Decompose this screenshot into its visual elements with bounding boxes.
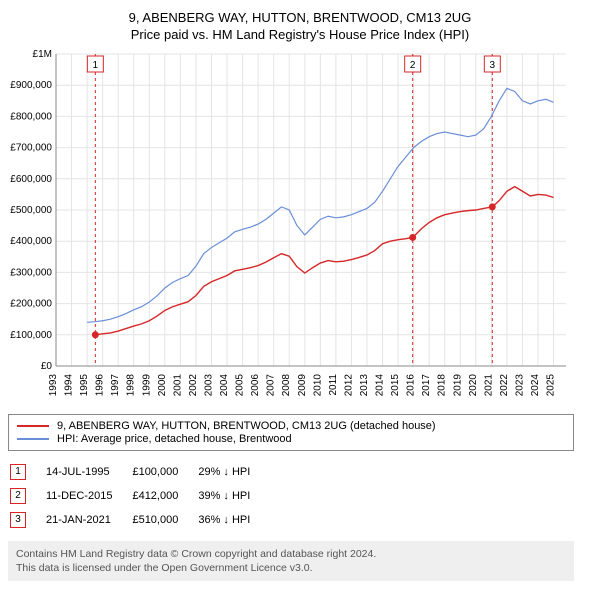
- svg-text:£100,000: £100,000: [10, 330, 52, 341]
- svg-text:£200,000: £200,000: [10, 299, 52, 310]
- svg-text:2015: 2015: [390, 374, 401, 397]
- legend-label-1: 9, ABENBERG WAY, HUTTON, BRENTWOOD, CM13…: [57, 420, 436, 432]
- svg-text:£700,000: £700,000: [10, 143, 52, 154]
- marker-date: 14-JUL-1995: [46, 461, 130, 483]
- svg-text:2012: 2012: [343, 374, 354, 397]
- marker-badge: 3: [10, 512, 26, 528]
- svg-text:2023: 2023: [514, 374, 525, 397]
- legend-label-2: HPI: Average price, detached house, Bren…: [57, 433, 292, 445]
- svg-text:1996: 1996: [95, 374, 106, 397]
- footnote-line-1: Contains HM Land Registry data © Crown c…: [16, 548, 376, 560]
- svg-text:2008: 2008: [281, 374, 292, 397]
- svg-text:2007: 2007: [266, 374, 277, 397]
- price-chart: £0 £100,000 £200,000 £300,000 £400,000 £500,0…: [8, 48, 574, 408]
- svg-text:2002: 2002: [188, 374, 199, 397]
- svg-text:£300,000: £300,000: [10, 267, 52, 278]
- marker-date: 11-DEC-2015: [46, 485, 130, 507]
- svg-text:£0: £0: [41, 361, 53, 372]
- svg-text:1: 1: [93, 60, 99, 71]
- marker-delta: 29% ↓ HPI: [198, 461, 268, 483]
- title-line-2: Price paid vs. HM Land Registry's House …: [8, 27, 592, 42]
- svg-text:2020: 2020: [468, 374, 479, 397]
- svg-text:2006: 2006: [250, 374, 261, 397]
- marker-table: 1 14-JUL-1995£100,00029% ↓ HPI 2 11-DEC-201…: [8, 459, 270, 533]
- footnote-line-2: This data is licensed under the Open Gov…: [16, 562, 313, 574]
- svg-text:2003: 2003: [203, 374, 214, 397]
- svg-text:£1M: £1M: [33, 49, 52, 60]
- chart-titles: 9, ABENBERG WAY, HUTTON, BRENTWOOD, CM13…: [8, 10, 592, 42]
- marker-badge: 1: [10, 464, 26, 480]
- svg-text:2018: 2018: [437, 374, 448, 397]
- svg-text:2004: 2004: [219, 374, 230, 397]
- svg-text:£600,000: £600,000: [10, 174, 52, 185]
- svg-text:3: 3: [490, 60, 496, 71]
- svg-text:1994: 1994: [64, 374, 75, 397]
- marker-price: £412,000: [132, 485, 196, 507]
- svg-text:2014: 2014: [375, 374, 386, 397]
- footnote: Contains HM Land Registry data © Crown c…: [8, 541, 574, 581]
- svg-text:£500,000: £500,000: [10, 205, 52, 216]
- marker-price: £510,000: [132, 509, 196, 531]
- svg-text:£900,000: £900,000: [10, 80, 52, 91]
- marker-badge: 2: [10, 488, 26, 504]
- svg-text:2001: 2001: [172, 374, 183, 397]
- svg-text:1993: 1993: [48, 374, 59, 397]
- marker-delta: 36% ↓ HPI: [198, 509, 268, 531]
- svg-text:2: 2: [410, 60, 416, 71]
- svg-text:2016: 2016: [406, 374, 417, 397]
- svg-text:2021: 2021: [483, 374, 494, 397]
- svg-text:2022: 2022: [499, 374, 510, 397]
- marker-row: 2 11-DEC-2015£412,00039% ↓ HPI: [10, 485, 268, 507]
- svg-text:2019: 2019: [452, 374, 463, 397]
- legend-swatch-2: [17, 438, 49, 440]
- legend: 9, ABENBERG WAY, HUTTON, BRENTWOOD, CM13…: [8, 414, 574, 451]
- marker-date: 21-JAN-2021: [46, 509, 130, 531]
- svg-text:1995: 1995: [79, 374, 90, 397]
- legend-row-price-paid: 9, ABENBERG WAY, HUTTON, BRENTWOOD, CM13…: [17, 420, 565, 432]
- svg-text:2009: 2009: [297, 374, 308, 397]
- svg-text:£800,000: £800,000: [10, 111, 52, 122]
- svg-text:2024: 2024: [530, 374, 541, 397]
- title-line-1: 9, ABENBERG WAY, HUTTON, BRENTWOOD, CM13…: [8, 10, 592, 25]
- svg-text:1999: 1999: [141, 374, 152, 397]
- marker-price: £100,000: [132, 461, 196, 483]
- svg-text:2025: 2025: [546, 374, 557, 397]
- svg-text:2011: 2011: [328, 374, 339, 396]
- svg-text:1998: 1998: [126, 374, 137, 397]
- svg-text:1997: 1997: [110, 374, 121, 397]
- marker-row: 3 21-JAN-2021£510,00036% ↓ HPI: [10, 509, 268, 531]
- svg-text:2010: 2010: [312, 374, 323, 397]
- svg-text:2017: 2017: [421, 374, 432, 397]
- legend-row-hpi: HPI: Average price, detached house, Bren…: [17, 433, 565, 445]
- svg-text:2005: 2005: [235, 374, 246, 397]
- legend-swatch-1: [17, 425, 49, 427]
- marker-row: 1 14-JUL-1995£100,00029% ↓ HPI: [10, 461, 268, 483]
- svg-text:£400,000: £400,000: [10, 236, 52, 247]
- svg-text:2000: 2000: [157, 374, 168, 397]
- svg-text:2013: 2013: [359, 374, 370, 397]
- marker-delta: 39% ↓ HPI: [198, 485, 268, 507]
